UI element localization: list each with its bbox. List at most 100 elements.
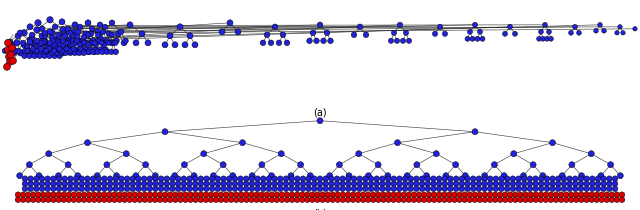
Circle shape [272,24,278,30]
Circle shape [40,197,46,202]
Circle shape [16,48,21,54]
Circle shape [66,197,72,202]
Circle shape [204,181,209,186]
Circle shape [81,49,87,55]
Circle shape [488,181,493,186]
Circle shape [105,38,110,44]
Circle shape [93,40,99,46]
Circle shape [153,186,158,192]
Circle shape [394,140,401,146]
Circle shape [38,49,44,55]
Circle shape [522,181,527,186]
Circle shape [255,181,260,186]
Circle shape [300,186,306,192]
Circle shape [278,181,283,186]
Circle shape [31,47,37,53]
Circle shape [612,176,618,181]
Circle shape [310,197,315,202]
Circle shape [47,17,53,23]
Circle shape [153,181,158,186]
Circle shape [43,48,48,54]
Circle shape [607,162,614,168]
Circle shape [513,192,518,197]
Circle shape [68,181,73,186]
Circle shape [317,186,323,192]
Circle shape [419,186,425,192]
Circle shape [62,181,67,186]
Circle shape [80,49,86,55]
Circle shape [532,186,538,192]
Circle shape [102,176,108,181]
Circle shape [81,192,87,197]
Circle shape [543,197,548,202]
Circle shape [401,197,406,202]
Circle shape [191,173,197,179]
Circle shape [141,176,147,181]
Circle shape [147,197,153,202]
Circle shape [436,197,442,202]
Circle shape [320,192,325,197]
Circle shape [136,176,141,181]
Circle shape [284,40,290,46]
Circle shape [482,181,487,186]
Circle shape [10,50,17,56]
Circle shape [548,192,554,197]
Circle shape [75,173,81,179]
Circle shape [26,162,33,168]
Circle shape [433,31,438,36]
Circle shape [306,186,312,192]
Circle shape [314,38,319,44]
Circle shape [289,176,294,181]
Circle shape [404,173,410,179]
Circle shape [243,181,249,186]
Circle shape [36,173,42,179]
Circle shape [612,181,618,186]
Circle shape [516,181,522,186]
Circle shape [97,197,102,202]
Circle shape [385,186,391,192]
Circle shape [17,30,23,36]
Circle shape [310,192,315,197]
Circle shape [492,197,498,202]
Circle shape [90,40,95,46]
Circle shape [33,176,39,181]
Circle shape [227,20,233,26]
Circle shape [209,181,215,186]
Circle shape [127,197,132,202]
Circle shape [75,49,81,55]
Circle shape [147,181,152,186]
Circle shape [73,176,79,181]
Circle shape [269,173,275,179]
Circle shape [601,186,607,192]
Circle shape [345,197,351,202]
Circle shape [452,192,458,197]
Circle shape [193,176,198,181]
Circle shape [63,40,68,45]
Circle shape [598,173,604,179]
Circle shape [381,192,387,197]
Circle shape [255,186,260,192]
Circle shape [510,176,516,181]
Circle shape [124,181,130,186]
Circle shape [218,192,224,197]
Circle shape [203,192,209,197]
Circle shape [67,37,73,43]
Circle shape [488,176,493,181]
Circle shape [477,192,483,197]
Circle shape [330,192,335,197]
Circle shape [431,186,436,192]
Circle shape [457,197,462,202]
Circle shape [49,30,55,36]
Circle shape [118,181,124,186]
Circle shape [426,192,432,197]
Circle shape [431,197,437,202]
Circle shape [68,49,74,55]
Circle shape [164,181,170,186]
Circle shape [83,47,88,53]
Circle shape [447,192,452,197]
Circle shape [425,181,431,186]
Circle shape [408,176,413,181]
Circle shape [618,25,622,29]
Circle shape [80,38,86,44]
Circle shape [266,176,272,181]
